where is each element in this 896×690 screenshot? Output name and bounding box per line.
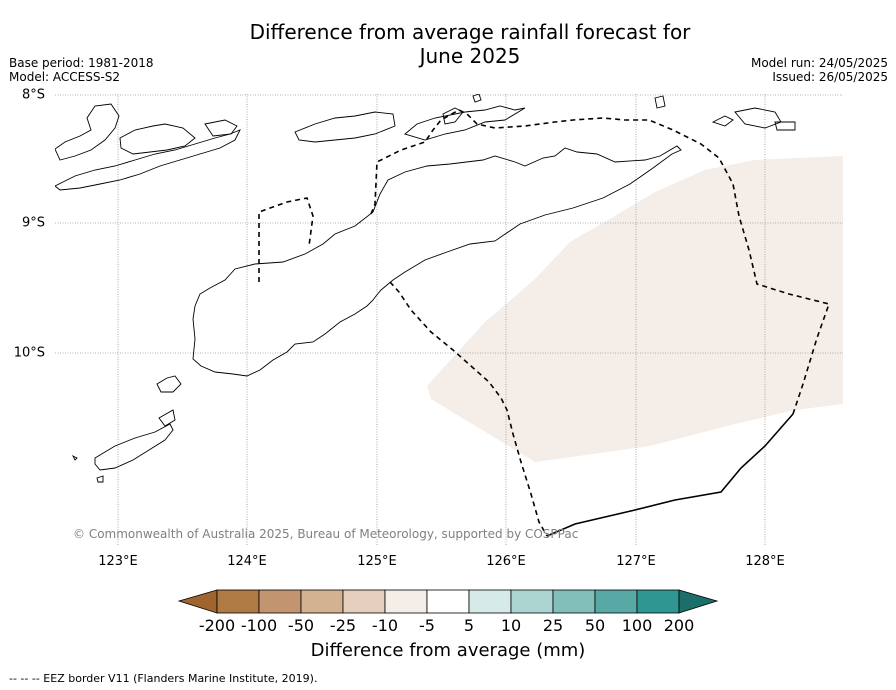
eez-borders xyxy=(258,109,831,537)
colorbar-title: Difference from average (mm) xyxy=(310,640,586,661)
moa-coastline xyxy=(734,107,782,129)
colorbar-tick: -25 xyxy=(329,616,357,635)
lon-label-123e: 123°E xyxy=(98,554,138,569)
map-area xyxy=(55,94,843,546)
lon-label-124e: 124°E xyxy=(227,554,267,569)
colorbar-bin xyxy=(636,589,680,614)
model-run: Model run: 24/05/2025 xyxy=(750,56,888,70)
map-svg xyxy=(55,94,843,546)
colorbar-extend-low xyxy=(177,589,218,614)
anomaly-shading xyxy=(427,156,843,462)
title-line-1: Difference from average rainfall forecas… xyxy=(249,20,691,44)
leti-coastline xyxy=(711,115,734,127)
gridlines xyxy=(55,94,843,546)
flores-west-coastline xyxy=(55,103,120,161)
colorbar-bin xyxy=(384,589,428,614)
colorbar-tick: -200 xyxy=(198,616,236,635)
colorbar-tick: 10 xyxy=(500,616,522,635)
solor-coastline xyxy=(119,123,196,155)
lat-label-10s: 10°S xyxy=(13,345,45,361)
colorbar-tick: -100 xyxy=(240,616,278,635)
colorbar-bin xyxy=(258,589,302,614)
adonara-coastline xyxy=(204,119,238,137)
colorbar-tick: -10 xyxy=(371,616,399,635)
colorbar-extend-high xyxy=(678,589,719,614)
copyright-text: © Commonwealth of Australia 2025, Bureau… xyxy=(73,527,579,541)
colorbar-bin xyxy=(300,589,344,614)
colorbar-bin xyxy=(510,589,554,614)
issued-date: Issued: 26/05/2025 xyxy=(772,70,888,84)
colorbar-tick: 5 xyxy=(463,616,475,635)
small-island-sw xyxy=(71,454,78,461)
lon-label-128e: 128°E xyxy=(745,554,785,569)
lon-label-127e: 127°E xyxy=(616,554,656,569)
coastlines xyxy=(55,94,796,483)
eez-legend-note: -- -- -- EEZ border V11 (Flanders Marine… xyxy=(9,672,318,685)
title-line-2: June 2025 xyxy=(419,44,521,68)
colorbar xyxy=(177,589,719,614)
colorbar-tick: 100 xyxy=(621,616,653,635)
meta-right: Model run: 24/05/2025 Issued: 26/05/2025 xyxy=(751,56,888,84)
wetar-coastline xyxy=(404,105,526,141)
colorbar-tick: 200 xyxy=(663,616,695,635)
colorbar-tick: -50 xyxy=(287,616,315,635)
rote-coastline xyxy=(156,375,182,393)
colorbar-tick: 25 xyxy=(542,616,564,635)
lat-label-8s: 8°S xyxy=(21,87,45,103)
colorbar-bin xyxy=(342,589,386,614)
lat-label-9s: 9°S xyxy=(21,215,45,231)
model-name: Model: ACCESS-S2 xyxy=(9,70,121,84)
colorbar-tick: -5 xyxy=(419,616,435,635)
flores-coastline xyxy=(55,129,241,191)
colorbar-bin xyxy=(594,589,638,614)
eez-border-south-solid xyxy=(546,413,794,537)
colorbar-bin xyxy=(552,589,596,614)
atauro-coastline xyxy=(442,107,464,125)
colorbar-bin xyxy=(468,589,512,614)
small-island-south xyxy=(96,475,104,483)
map-title: Difference from average rainfall forecas… xyxy=(200,20,740,68)
colorbar-tick: 50 xyxy=(584,616,606,635)
meta-left: Base period: 1981-2018 Model: ACCESS-S2 xyxy=(9,56,154,84)
lon-label-126e: 126°E xyxy=(486,554,526,569)
kisar-coastline xyxy=(654,95,666,109)
lon-label-125e: 125°E xyxy=(357,554,397,569)
semau-coastline xyxy=(158,409,176,427)
eez-border-oecusse xyxy=(258,197,314,282)
small-island-north xyxy=(472,94,482,103)
base-period: Base period: 1981-2018 xyxy=(9,56,154,70)
sawu-coastline xyxy=(94,423,174,471)
eez-border-timor-leste-south xyxy=(389,281,548,537)
alor-coastline xyxy=(294,111,396,143)
colorbar-bin xyxy=(216,589,260,614)
timor-coastline xyxy=(192,145,682,377)
colorbar-bin xyxy=(426,589,470,614)
lakor-coastline xyxy=(774,121,796,131)
